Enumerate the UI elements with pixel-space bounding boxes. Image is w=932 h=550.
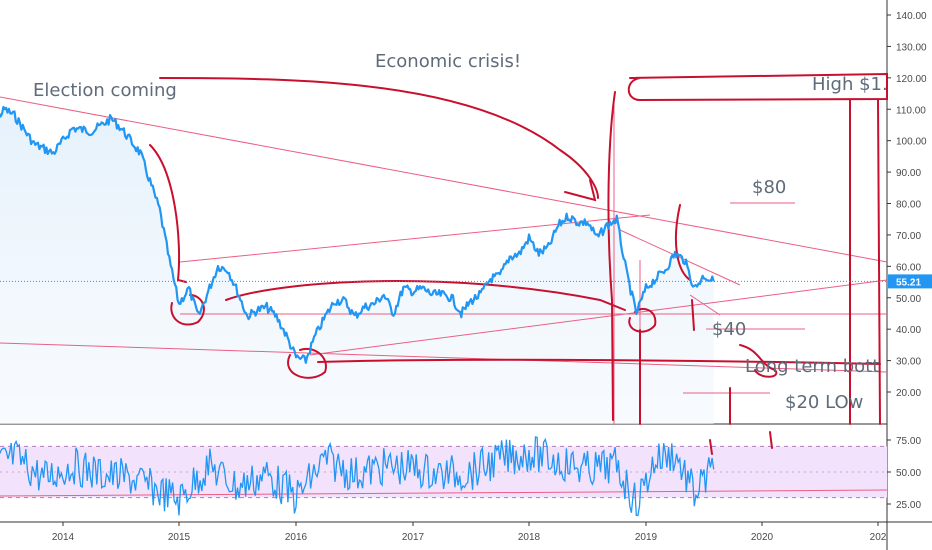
- price-series-line[interactable]: [0, 105, 715, 364]
- freehand-drawing: [287, 347, 327, 379]
- price-tick-label: 70.00: [896, 231, 921, 242]
- freehand-drawing: [769, 431, 773, 449]
- freehand-drawing: [877, 99, 881, 425]
- trendline-drawing: [309, 279, 888, 356]
- price-tick-label: 30.00: [896, 357, 921, 368]
- price-area-fill: [0, 107, 714, 424]
- freehand-drawing: [564, 179, 597, 202]
- trendline-drawing: [619, 229, 741, 286]
- price-tick-label: 90.00: [896, 168, 921, 179]
- freehand-drawing: [628, 307, 657, 333]
- time-tick-label: 2014: [52, 532, 75, 543]
- price-tick-label: 50.00: [896, 294, 921, 305]
- freehand-drawing: [170, 294, 205, 326]
- freehand-drawing: [627, 72, 888, 102]
- annotation-text: $20 LOw: [785, 392, 863, 413]
- time-tick-label: 202: [870, 532, 887, 543]
- oscillator-tick-label: 50.00: [896, 468, 921, 479]
- annotation-text: $80: [752, 177, 786, 198]
- price-tick-label: 100.00: [896, 137, 927, 148]
- oscillator-tick-label: 25.00: [896, 500, 921, 511]
- freehand-drawing: [739, 344, 778, 378]
- time-tick-label: 2016: [285, 532, 308, 543]
- last-price-badge: [888, 274, 932, 289]
- annotation-text: $40: [712, 319, 746, 340]
- freehand-drawing: [149, 144, 187, 283]
- price-tick-label: 40.00: [896, 325, 921, 336]
- trendline-drawing: [0, 342, 888, 373]
- annotation-text: Long term bott: [745, 356, 879, 377]
- time-tick-label: 2019: [635, 532, 658, 543]
- time-tick-label: 2017: [402, 532, 425, 543]
- time-tick-label: 2015: [168, 532, 191, 543]
- annotation-text: Economic crisis!: [375, 51, 521, 72]
- price-tick-label: 130.00: [896, 42, 927, 53]
- trendline-drawing: [689, 294, 721, 316]
- trendline-drawing: [0, 489, 888, 497]
- oscillator-tick-label: 75.00: [896, 436, 921, 447]
- last-price-label: 55.21: [896, 277, 921, 288]
- price-tick-label: 20.00: [896, 388, 921, 399]
- annotation-text: Election coming: [33, 80, 177, 101]
- freehand-drawing: [674, 204, 691, 281]
- price-tick-label: 60.00: [896, 262, 921, 273]
- time-tick-label: 2020: [751, 532, 774, 543]
- trendline-drawing: [0, 96, 888, 263]
- oscillator-series-line[interactable]: [0, 436, 715, 517]
- price-tick-label: 120.00: [896, 74, 927, 85]
- price-tick-label: 80.00: [896, 200, 921, 211]
- annotation-text: High $1.: [812, 74, 888, 95]
- freehand-drawing: [159, 77, 599, 199]
- freehand-drawing: [607, 91, 616, 421]
- time-tick-label: 2018: [518, 532, 541, 543]
- freehand-drawing: [691, 299, 695, 331]
- trendline-drawing: [179, 214, 651, 263]
- freehand-drawing: [317, 358, 881, 365]
- freehand-drawing: [709, 439, 713, 455]
- price-tick-label: 110.00: [896, 105, 926, 116]
- price-tick-label: 140.00: [896, 11, 927, 22]
